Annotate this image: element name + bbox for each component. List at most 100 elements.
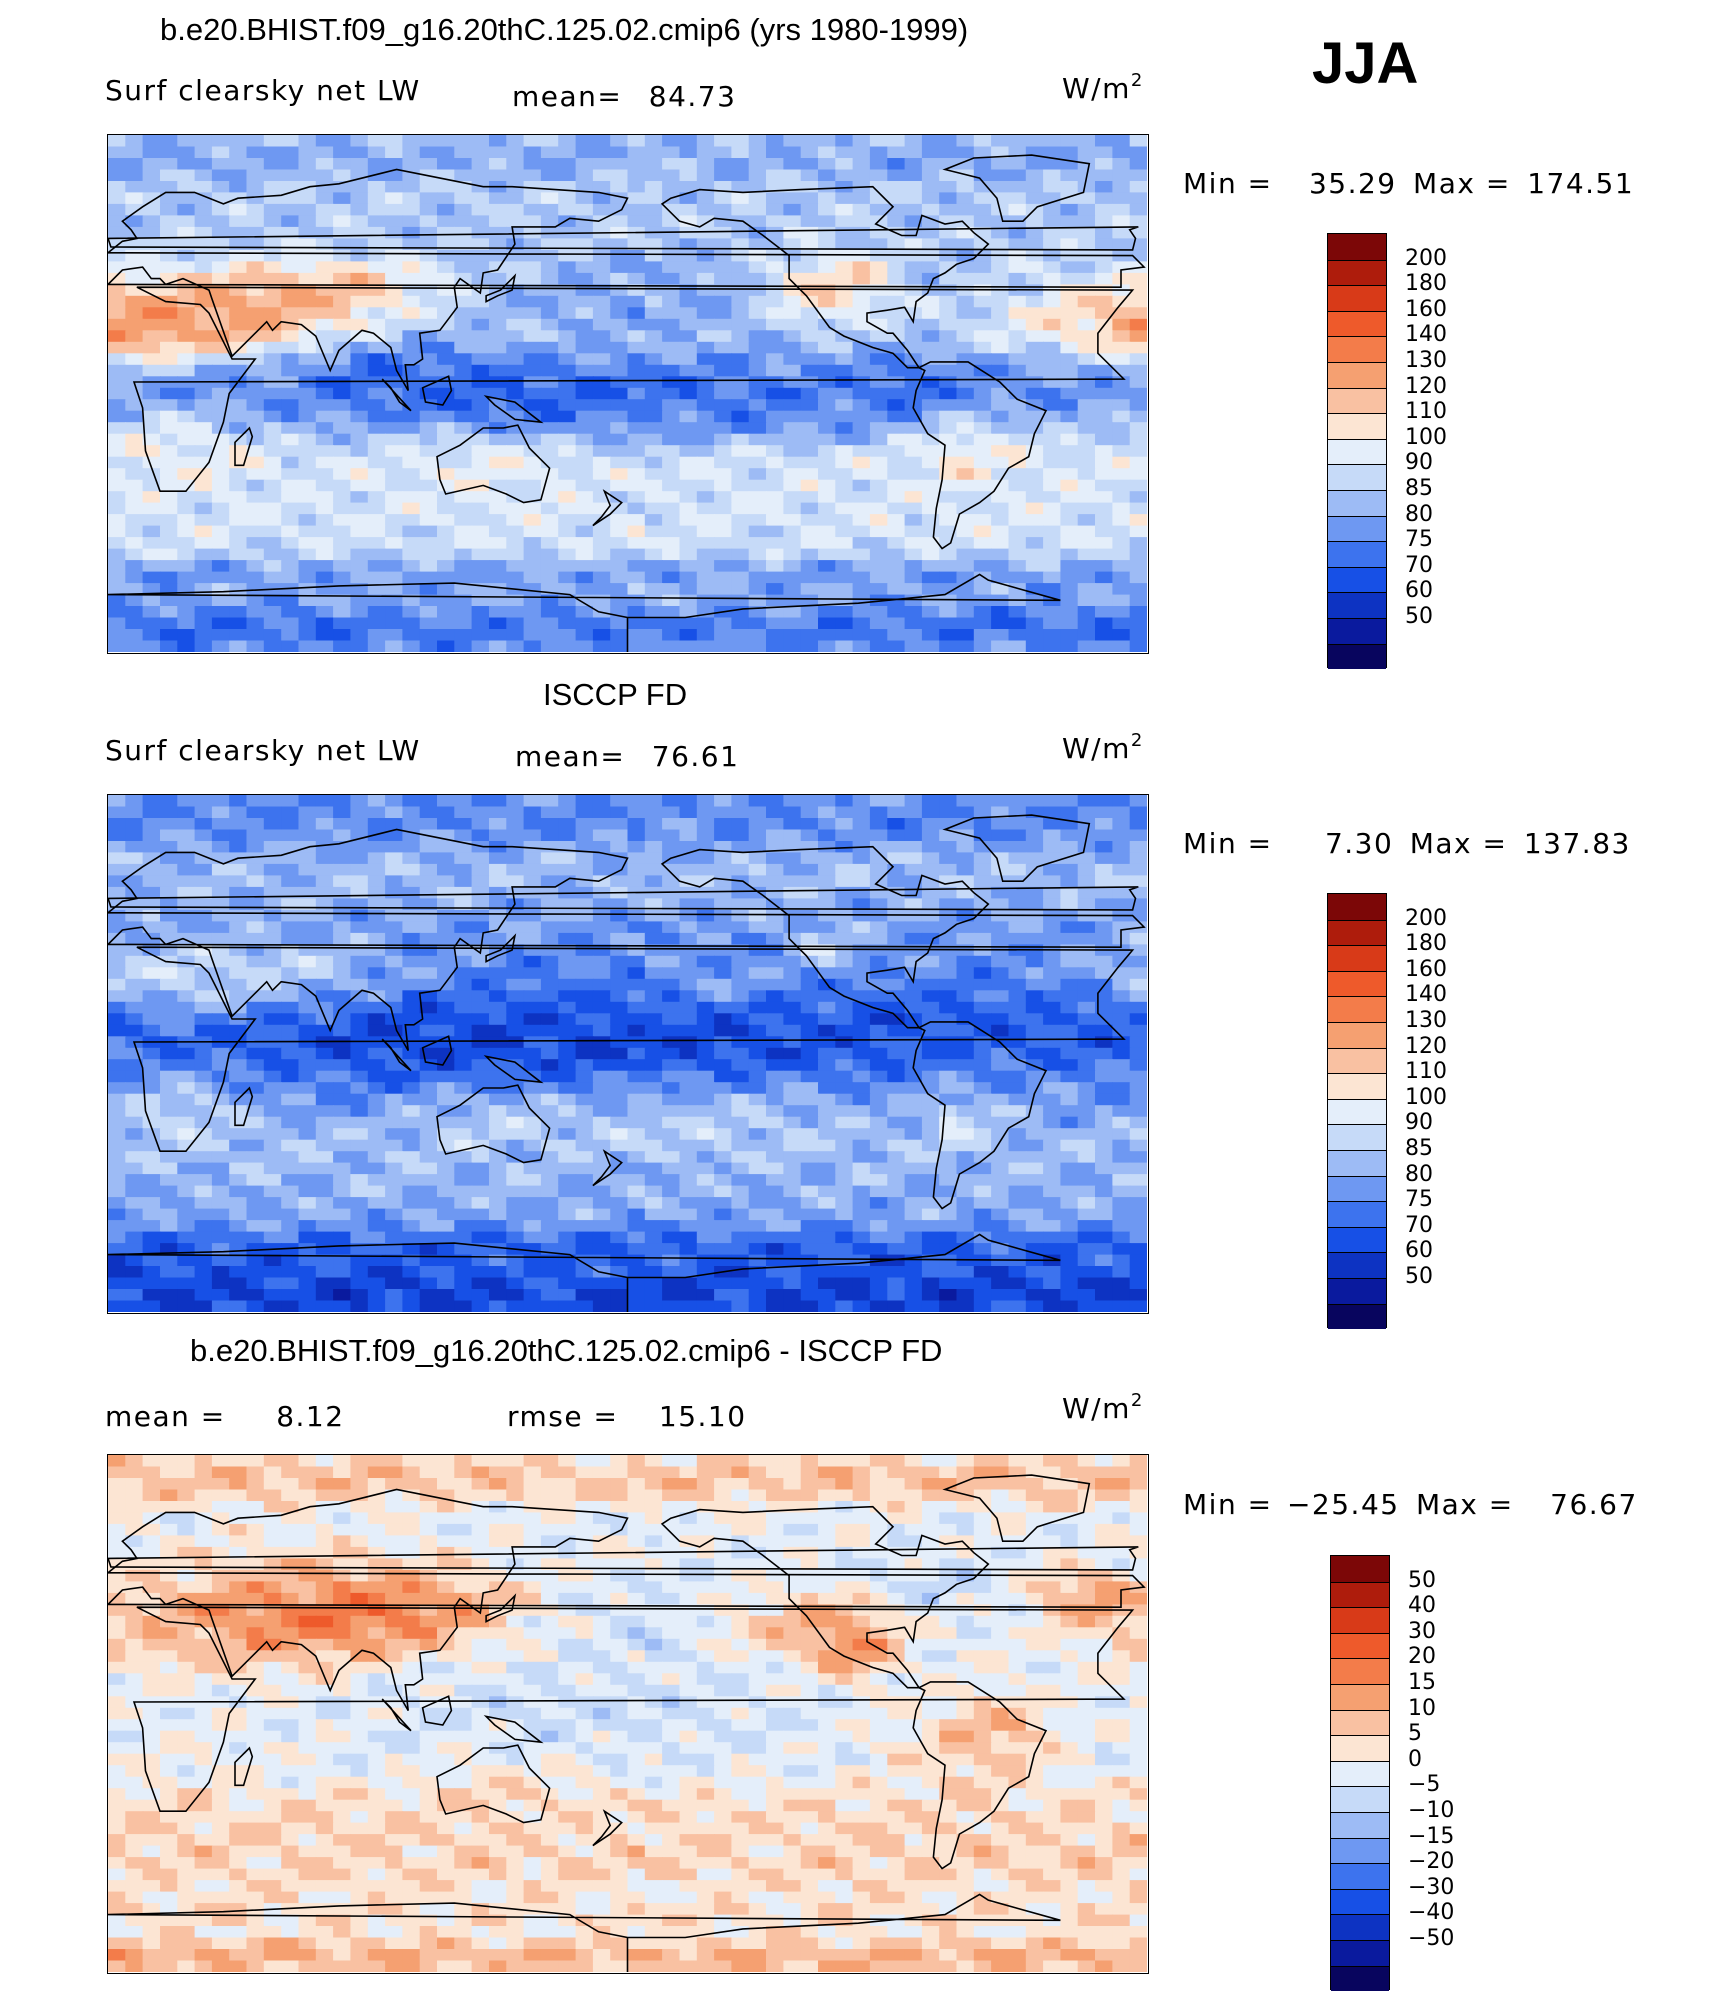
field-cell xyxy=(973,376,992,389)
field-cell xyxy=(679,1162,698,1175)
field-cell xyxy=(1095,1208,1114,1221)
field-cell xyxy=(211,629,230,642)
field-cell xyxy=(333,1174,352,1187)
field-cell xyxy=(160,318,179,332)
field-cell xyxy=(696,330,715,343)
field-cell xyxy=(419,898,438,911)
field-cell xyxy=(229,169,248,182)
field-cell xyxy=(887,560,906,573)
field-cell xyxy=(696,955,715,969)
field-cell xyxy=(281,617,300,630)
field-cell xyxy=(592,1024,611,1038)
field-cell xyxy=(783,410,802,423)
field-cell xyxy=(800,146,819,159)
field-cell xyxy=(489,583,508,596)
field-cell xyxy=(177,479,196,492)
field-cell xyxy=(714,456,733,469)
field-cell xyxy=(835,364,854,378)
field-cell xyxy=(402,955,421,969)
field-cell xyxy=(731,181,750,194)
field-cell xyxy=(142,1185,161,1198)
field-cell xyxy=(1043,272,1062,286)
field-cell xyxy=(108,1082,127,1095)
field-cell xyxy=(818,146,837,159)
field-cell xyxy=(540,909,559,923)
field-cell xyxy=(627,967,646,980)
field-cell xyxy=(835,249,854,263)
field-cell xyxy=(558,1082,577,1095)
field-cell xyxy=(263,921,282,934)
field-cell xyxy=(714,1024,733,1038)
field-cell xyxy=(211,1024,230,1038)
field-cell xyxy=(1008,841,1027,854)
field-cell xyxy=(281,560,300,573)
field-cell xyxy=(973,514,992,527)
field-cell xyxy=(177,571,196,584)
field-cell xyxy=(125,514,144,527)
field-cell xyxy=(263,307,282,320)
field-cell xyxy=(973,135,992,148)
field-cell xyxy=(610,1116,629,1129)
field-cell xyxy=(1008,422,1027,435)
field-cell xyxy=(610,295,629,309)
field-cell xyxy=(956,932,975,946)
field-cell xyxy=(333,1024,352,1038)
field-cell xyxy=(350,181,369,194)
field-cell xyxy=(367,1197,386,1210)
field-cell xyxy=(731,364,750,378)
field-cell xyxy=(281,571,300,584)
field-cell xyxy=(783,433,802,446)
field-cell xyxy=(714,410,733,423)
field-cell xyxy=(125,491,144,504)
field-cell xyxy=(142,364,161,378)
field-cell xyxy=(731,1024,750,1038)
field-cell xyxy=(991,158,1010,171)
field-cell xyxy=(350,886,369,900)
field-cell xyxy=(973,387,992,401)
field-cell xyxy=(973,192,992,205)
field-cell xyxy=(108,433,127,446)
field-cell xyxy=(350,875,369,888)
field-cell xyxy=(869,1093,888,1106)
field-cell xyxy=(818,1139,837,1152)
field-cell xyxy=(489,875,508,888)
field-cell xyxy=(160,617,179,630)
field-cell xyxy=(818,863,837,877)
field-cell xyxy=(1112,818,1131,831)
field-cell xyxy=(714,967,733,980)
field-cell xyxy=(315,967,334,980)
field-cell xyxy=(800,181,819,194)
field-cell xyxy=(558,818,577,831)
field-cell xyxy=(956,795,975,808)
field-cell xyxy=(142,583,161,596)
field-cell xyxy=(748,215,767,228)
field-cell xyxy=(1129,433,1147,446)
field-cell xyxy=(1008,203,1027,217)
field-cell xyxy=(419,284,438,297)
field-cell xyxy=(956,502,975,515)
field-cell xyxy=(714,146,733,159)
field-cell xyxy=(1060,261,1079,274)
field-cell xyxy=(263,944,282,957)
field-cell xyxy=(419,307,438,320)
field-cell xyxy=(160,226,179,240)
field-cell xyxy=(921,1036,940,1049)
field-cell xyxy=(540,1036,559,1049)
field-cell xyxy=(575,795,594,808)
field-cell xyxy=(1043,330,1062,343)
field-cell xyxy=(506,560,525,573)
field-cell xyxy=(1043,1128,1062,1141)
field-cell xyxy=(1112,192,1131,205)
coastline xyxy=(485,273,517,303)
field-cell xyxy=(437,456,456,469)
field-cell xyxy=(211,560,230,573)
field-cell xyxy=(991,978,1010,992)
field-cell xyxy=(454,330,473,343)
field-cell xyxy=(489,1070,508,1083)
field-cell xyxy=(350,169,369,182)
field-cell xyxy=(489,307,508,320)
field-cell xyxy=(108,863,127,877)
field-cell xyxy=(194,192,213,205)
field-cell xyxy=(263,1082,282,1095)
field-cell xyxy=(281,192,300,205)
